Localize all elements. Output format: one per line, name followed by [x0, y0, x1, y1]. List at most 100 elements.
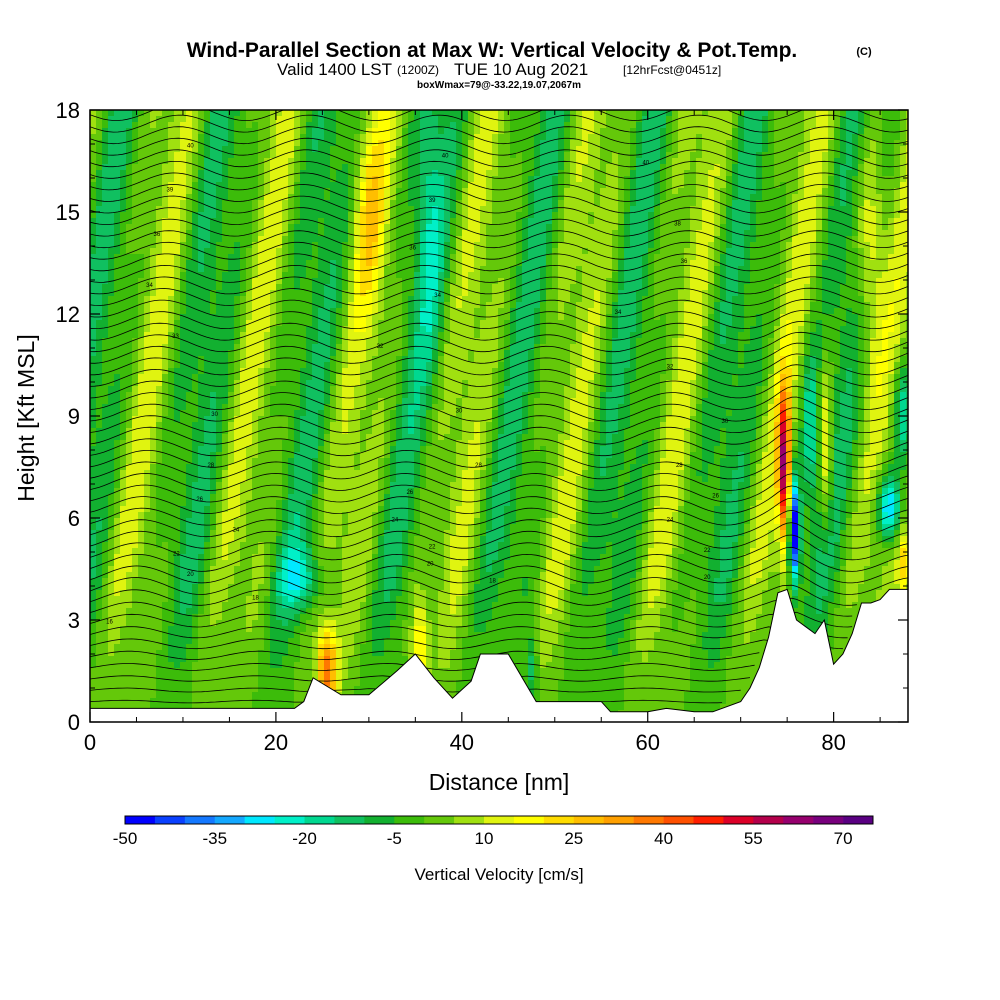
colorbar-tick-label: 10: [475, 829, 494, 848]
colorbar-swatch: [274, 816, 305, 824]
contour-label: 38: [674, 222, 681, 228]
isentrope-line: [90, 218, 908, 237]
isentrope-line: [90, 114, 908, 133]
colorbar-swatch: [813, 816, 844, 824]
colorbar-swatch: [513, 816, 545, 824]
contour-label: 32: [377, 344, 384, 350]
isentrope-line: [90, 571, 908, 595]
isentrope-line: [90, 126, 908, 145]
isentrope-line: [90, 342, 908, 364]
isentrope-line: [90, 584, 857, 606]
colorbar-swatch: [125, 816, 156, 824]
colorbar-swatch: [573, 816, 605, 824]
isentrope-line: [90, 149, 908, 168]
isentrope-line: [90, 364, 908, 387]
potential-temperature-contours: [90, 110, 908, 704]
colorbar-swatch: [184, 816, 216, 824]
isentrope-line: [90, 439, 908, 468]
isentrope-line: [90, 241, 908, 260]
x-tick-label: 20: [264, 730, 288, 755]
colorbar-swatch: [244, 816, 275, 824]
contour-label: 30: [211, 412, 218, 418]
forecast-label: [12hrFcst@0451z]: [623, 63, 721, 77]
contour-label: 22: [429, 545, 436, 551]
contour-label: 36: [681, 259, 688, 265]
colorbar-swatch: [633, 816, 664, 824]
colorbar-swatch: [723, 816, 754, 824]
isentrope-line: [90, 597, 853, 617]
contour-label: 28: [676, 463, 683, 469]
isentrope-line: [90, 184, 908, 202]
colorbar-swatch: [543, 816, 575, 824]
contour-label: 30: [456, 409, 463, 415]
colorbar-tick-label: -5: [387, 829, 402, 848]
y-tick-label: 15: [56, 200, 80, 225]
contour-label: 40: [643, 160, 650, 166]
chart-title: Wind-Parallel Section at Max W: Vertical…: [187, 39, 798, 62]
contour-label: 36: [409, 245, 416, 251]
isentrope-line: [90, 687, 741, 693]
colorbar-swatch: [154, 816, 186, 824]
isentrope-line: [90, 264, 908, 283]
colorbar-tick-label: 25: [564, 829, 583, 848]
isentrope-line: [90, 385, 908, 410]
isentrope-line: [90, 534, 908, 561]
colorbar-swatch: [394, 816, 425, 824]
isentrope-line: [90, 331, 908, 353]
colorbar-swatch: [364, 816, 395, 824]
contour-label: 28: [207, 463, 214, 469]
contour-label: 20: [704, 575, 711, 581]
y-axis-label: Height [Kft MSL]: [13, 334, 39, 501]
isentrope-line: [90, 418, 908, 445]
isentrope-line: [90, 253, 908, 272]
contour-label: 26: [406, 490, 413, 496]
contour-label: 28: [475, 463, 482, 469]
x-tick-label: 0: [84, 730, 96, 755]
contour-label: 34: [615, 310, 622, 316]
colorbar-tick-label: 55: [744, 829, 763, 848]
colorbar-tick-label: -20: [292, 829, 317, 848]
isentrope-line: [90, 172, 908, 191]
x-axis-label: Distance [nm]: [429, 769, 570, 795]
colorbar-swatch: [783, 816, 814, 824]
colorbar-frame: [124, 815, 874, 825]
isentrope-line: [90, 195, 908, 214]
colorbar-swatch: [753, 816, 784, 824]
box-wmax-label: boxWmax=79@-33.22,19.07,2067m: [417, 80, 581, 91]
isentrope-line: [90, 110, 908, 121]
isentrope-line: [90, 450, 908, 480]
isentrope-line: [90, 428, 908, 457]
contour-label: 20: [187, 572, 194, 578]
isentrope-line: [90, 509, 908, 538]
colorbar-swatch: [214, 816, 245, 824]
y-tick-label: 6: [68, 506, 80, 531]
isentrope-line: [90, 137, 908, 156]
isentrope-line: [90, 160, 908, 179]
colorbar-tick-label: -35: [203, 829, 228, 848]
contour-label: 20: [427, 562, 434, 568]
isentrope-line: [90, 497, 908, 526]
contour-label: 34: [434, 293, 441, 299]
contour-label: 24: [392, 517, 399, 523]
colorbar-swatch: [484, 816, 515, 824]
colorbar-swatch: [334, 816, 365, 824]
contour-label: 32: [667, 364, 674, 370]
isentrope-line: [90, 276, 908, 295]
isentrope-line: [90, 559, 908, 584]
contour-label: 36: [154, 232, 161, 238]
x-tick-label: 60: [635, 730, 659, 755]
contour-label: 40: [187, 143, 194, 149]
isentrope-line: [90, 374, 908, 399]
isentrope-line: [90, 473, 908, 503]
y-tick-label: 3: [68, 608, 80, 633]
isentrope-line: [90, 353, 908, 376]
contour-label: 26: [712, 494, 719, 500]
valid-date-label: TUE 10 Aug 2021: [454, 60, 588, 79]
contour-label: 40: [442, 154, 449, 160]
y-tick-label: 0: [68, 710, 80, 735]
x-tick-label: 80: [821, 730, 845, 755]
isentrope-line: [90, 461, 908, 491]
contour-label: 16: [106, 619, 113, 625]
